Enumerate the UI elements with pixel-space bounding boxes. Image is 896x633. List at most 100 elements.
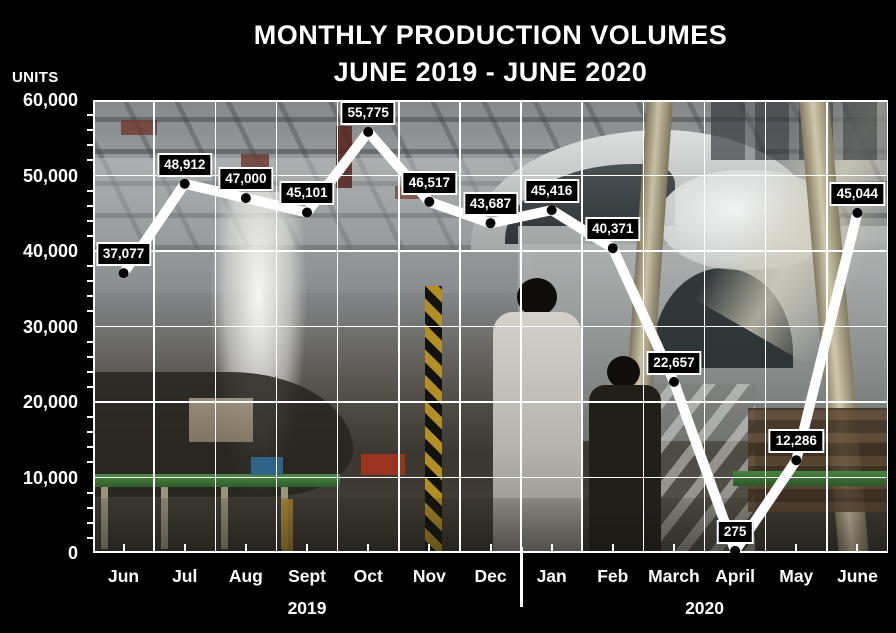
data-label: 45,044 [829,181,886,206]
data-label: 45,416 [523,179,580,204]
gridline-horizontal [93,174,888,177]
y-axis-minor-tick [87,234,93,237]
y-axis-minor-tick [87,416,93,419]
y-axis-minor-tick [87,144,93,147]
data-point-marker [730,545,741,553]
photo-shape-ph-bin-red [361,454,405,475]
y-axis-minor-tick [87,431,93,434]
y-axis-tick-label: 20,000 [22,392,78,412]
y-axis-minor-tick [87,295,93,298]
y-axis-minor-tick [87,159,93,162]
data-label: 43,687 [462,192,519,217]
y-axis-minor-tick [87,310,93,313]
y-axis-minor-tick [87,265,93,268]
photo-shape-ph-w1-head [517,278,557,316]
data-point-marker [607,243,618,254]
plot-area: 37,077 48,912 47,000 45,101 55,775 46,517 43,6… [93,100,888,553]
y-axis-minor-tick [87,204,93,207]
x-axis-tick [122,544,125,551]
x-axis-month-label: Sept [288,566,326,586]
data-label: 22,657 [646,350,702,375]
y-axis-minor-tick [87,280,93,283]
photo-shape-ph-w2-head [607,356,640,388]
data-point-marker [791,455,802,466]
x-axis-tick [489,544,492,551]
y-axis-minor-tick [87,446,93,449]
y-axis-tick-label: 10,000 [22,467,78,488]
data-label: 37,077 [95,242,152,267]
x-axis-tick [183,544,186,551]
y-axis-minor-tick [87,461,93,464]
photo-shape-ph-red-b [241,154,269,167]
x-axis-tick [856,544,859,551]
gridline-horizontal [93,476,888,479]
x-axis-tick [367,544,370,551]
y-axis-tick-label: 0 [67,543,78,563]
data-label: 12,286 [768,429,824,454]
y-axis-minor-tick [87,189,93,192]
x-axis-month-label: Dec [474,566,507,586]
y-axis-minor-tick [87,129,93,132]
photo-shape-ph-bin-blue [251,457,283,475]
data-point-marker [485,218,496,229]
x-axis-tick [795,544,798,551]
x-axis-tick [550,544,553,551]
x-axis-month-label: Feb [597,566,629,586]
y-axis-minor-tick [87,219,93,222]
data-label: 55,775 [340,100,396,125]
x-axis-month-label: June [836,566,878,586]
x-axis-month-label: March [648,566,700,586]
photo-shape-ph-green-r [733,471,888,486]
y-axis-tick-label: 60,000 [22,90,78,110]
photo-shape-ph-stripe-post [425,286,442,553]
y-axis-minor-tick [87,506,93,509]
gridline-horizontal [93,325,888,328]
x-axis-month-label: Aug [228,566,263,586]
chart-subtitle: JUNE 2019 - JUNE 2020 [333,57,648,87]
x-axis-tick [672,544,675,551]
x-axis-month-label: April [715,566,756,586]
production-line-series [118,126,863,553]
x-axis-month-label: May [779,566,814,586]
data-point-marker [302,207,312,218]
data-label: 275 [716,519,754,544]
x-axis-month-label: Jun [108,566,140,586]
x-axis-tick [611,544,614,551]
data-label: 40,371 [585,217,641,242]
y-axis-minor-tick [87,114,93,117]
y-axis-minor-tick [87,340,93,343]
data-point-marker [363,126,374,137]
x-axis-month-label: Jul [172,566,198,586]
data-label: 46,517 [401,170,457,195]
y-axis-units-label: UNITS [12,69,59,86]
photo-shape-ph-red-a [121,120,157,135]
y-axis-minor-tick [87,536,93,539]
y-axis-minor-tick [87,521,93,524]
photo-shape-ph-boxes [189,398,253,442]
data-point-marker [240,193,251,204]
chart-title: MONTHLY PRODUCTION VOLUMES [253,20,728,50]
x-axis-month-label: Jan [536,566,567,586]
data-label: 45,101 [279,181,335,206]
x-axis-month-label: Oct [353,566,383,586]
gridline-horizontal [93,100,888,102]
y-axis-minor-tick [87,491,93,494]
gridline-horizontal [93,401,888,403]
year-label-2019: 2019 [287,598,327,618]
x-axis-line [93,550,888,553]
x-axis-tick [428,544,431,551]
x-axis-tick [244,544,247,551]
y-axis-minor-tick [87,355,93,358]
data-point-marker [424,196,435,207]
x-axis-month-label: Nov [412,566,446,586]
y-axis-tick-label: 40,000 [22,241,78,261]
data-label: 47,000 [218,167,274,192]
data-point-marker [852,207,863,218]
gridline-horizontal [93,250,888,252]
y-axis-tick-label: 50,000 [22,165,78,186]
data-label: 48,912 [157,152,213,177]
data-point-marker [179,178,190,189]
y-axis-tick-label: 30,000 [22,316,78,337]
data-point-marker [118,268,129,279]
